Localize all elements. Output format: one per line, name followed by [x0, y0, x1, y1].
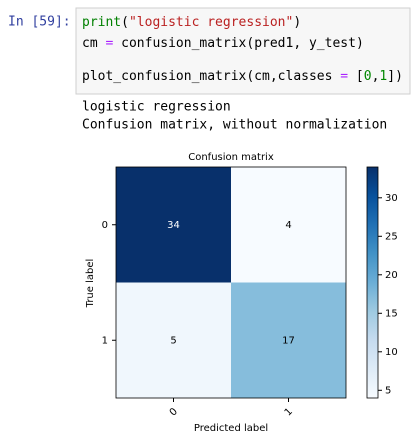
cell-label: 17 — [282, 335, 295, 346]
x-tick-label: 0 — [168, 406, 180, 418]
code-line: print("logistic regression") — [82, 15, 301, 30]
y-axis-label: True label — [85, 259, 96, 309]
cell-label: 34 — [167, 220, 180, 231]
plot-frame — [115, 166, 347, 399]
cell-prompt: In [59]: — [8, 15, 71, 30]
colorbar-tick-label: 30 — [385, 193, 398, 204]
x-tick-label: 1 — [283, 406, 295, 418]
x-axis-label: Predicted label — [194, 423, 268, 434]
y-tick-label: 0 — [102, 220, 108, 231]
cell-label: 4 — [285, 220, 291, 231]
chart-title: Confusion matrix — [188, 152, 274, 163]
colorbar — [366, 166, 379, 399]
heatmap-cell — [116, 282, 231, 398]
output-line: logistic regression — [82, 100, 231, 115]
colorbar-tick-label: 20 — [385, 270, 398, 281]
code-cell[interactable] — [75, 7, 411, 95]
heatmap-cell — [231, 167, 346, 283]
colorbar-tick-label: 5 — [385, 385, 391, 396]
y-tick-label: 1 — [102, 335, 108, 346]
heatmap-cell — [116, 167, 231, 283]
output-line: Confusion matrix, without normalization — [82, 118, 387, 133]
colorbar-tick-label: 25 — [385, 231, 398, 242]
colorbar-tick-label: 15 — [385, 308, 398, 319]
colorbar-tick-label: 10 — [385, 347, 398, 358]
cell-label: 5 — [170, 335, 176, 346]
code-line: cm = confusion_matrix(pred1, y_test) — [82, 36, 364, 51]
code-line: plot_confusion_matrix(cm,classes = [0,1]… — [82, 69, 403, 84]
heatmap-cell — [231, 282, 346, 398]
